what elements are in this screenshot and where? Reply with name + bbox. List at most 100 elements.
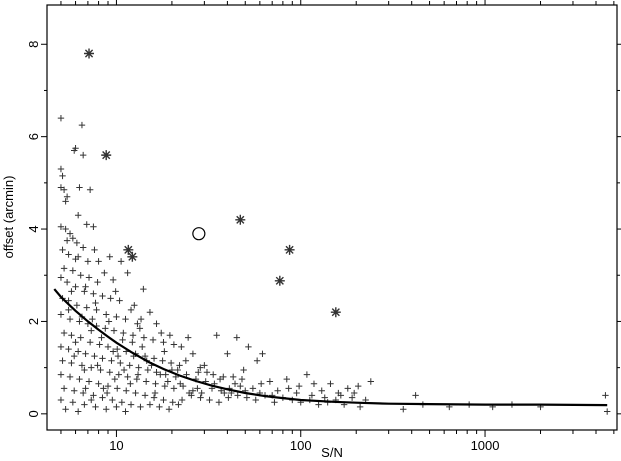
plus-marker [160, 339, 167, 346]
plus-marker [76, 375, 83, 383]
plus-marker [114, 385, 121, 392]
plus-marker [139, 343, 146, 351]
plus-marker [224, 350, 231, 357]
plus-marker [104, 382, 112, 390]
plus-marker [129, 332, 137, 339]
plus-marker [102, 325, 109, 332]
plus-marker [82, 350, 89, 357]
plus-marker [295, 382, 303, 390]
plus-marker [136, 325, 144, 332]
plus-marker [602, 392, 609, 399]
plus-marker [146, 401, 154, 408]
plus-marker [106, 253, 113, 260]
plus-marker [141, 392, 149, 399]
plus-marker [348, 394, 356, 401]
plus-marker [72, 255, 79, 263]
plus-marker [220, 373, 227, 381]
plus-marker [144, 366, 152, 374]
plus-marker [57, 371, 65, 378]
plus-marker [123, 387, 130, 394]
x-tick-label: 100 [290, 438, 312, 453]
plus-marker [62, 225, 69, 233]
plus-marker [59, 172, 66, 180]
plus-marker [92, 299, 99, 307]
plus-marker [69, 267, 77, 274]
plus-marker [82, 283, 89, 290]
plus-marker [161, 348, 168, 355]
plus-marker [57, 114, 65, 122]
plus-marker [84, 258, 92, 265]
plus-marker [344, 385, 351, 392]
plus-marker [96, 341, 103, 348]
plus-marker [129, 339, 136, 346]
plus-marker [111, 375, 119, 383]
plus-marker [178, 396, 186, 404]
plus-marker [57, 223, 65, 230]
plus-marker [63, 237, 71, 244]
plus-marker [60, 186, 68, 193]
plus-marker [98, 334, 105, 341]
plus-marker [100, 385, 107, 392]
plus-marker [135, 364, 142, 371]
plus-marker [210, 371, 217, 378]
plus-marker [189, 387, 197, 394]
plus-marker [315, 401, 322, 408]
plus-marker [221, 389, 228, 397]
plus-marker [170, 385, 178, 392]
y-axis-label: offset (arcmin) [1, 176, 16, 259]
plus-marker [113, 313, 120, 321]
plus-marker [118, 399, 126, 406]
plus-marker [109, 396, 116, 404]
plus-marker [243, 394, 251, 401]
plus-marker [189, 350, 197, 357]
plus-marker [170, 341, 178, 348]
plus-marker [88, 396, 95, 404]
plus-marker [114, 345, 121, 353]
asterisk-marker [330, 307, 341, 318]
plus-marker [77, 272, 84, 279]
plus-marker [60, 329, 68, 337]
plus-marker [115, 371, 123, 378]
plus-marker [162, 371, 169, 378]
plus-marker [63, 193, 71, 200]
plus-marker [117, 258, 125, 265]
plus-marker [259, 350, 266, 357]
plus-marker [86, 186, 94, 193]
plus-marker [79, 244, 87, 251]
plus-marker [266, 378, 274, 385]
plus-marker [274, 387, 281, 394]
plus-marker [177, 380, 184, 388]
plus-marker [62, 198, 69, 205]
plus-marker [110, 327, 118, 334]
plus-marker [175, 401, 182, 408]
plus-marker [149, 336, 157, 344]
plus-marker [99, 292, 106, 300]
plus-marker [65, 345, 72, 353]
plus-marker [95, 380, 102, 388]
plus-marker [59, 357, 66, 364]
plus-marker [197, 394, 204, 401]
plus-marker [150, 394, 158, 401]
y-tick-label: 8 [26, 41, 41, 48]
plus-marker [107, 295, 114, 302]
plus-marker [81, 366, 88, 374]
plus-marker [86, 339, 94, 346]
x-axis-label: S/N [321, 445, 343, 460]
plus-marker [105, 318, 113, 325]
plus-marker [97, 366, 104, 374]
plus-marker [146, 309, 154, 316]
plus-marker [72, 339, 79, 346]
plus-marker [185, 389, 193, 397]
plus-marker [109, 276, 117, 284]
plus-marker [400, 406, 407, 413]
plus-marker [234, 392, 241, 399]
plus-marker [101, 269, 108, 277]
plus-marker [354, 382, 362, 390]
plus-marker [303, 371, 311, 378]
plus-marker [194, 385, 201, 392]
asterisk-marker [123, 244, 134, 255]
data-marks [53, 48, 611, 415]
plus-marker [90, 223, 97, 230]
plus-marker [166, 332, 174, 339]
plus-marker [106, 369, 113, 376]
